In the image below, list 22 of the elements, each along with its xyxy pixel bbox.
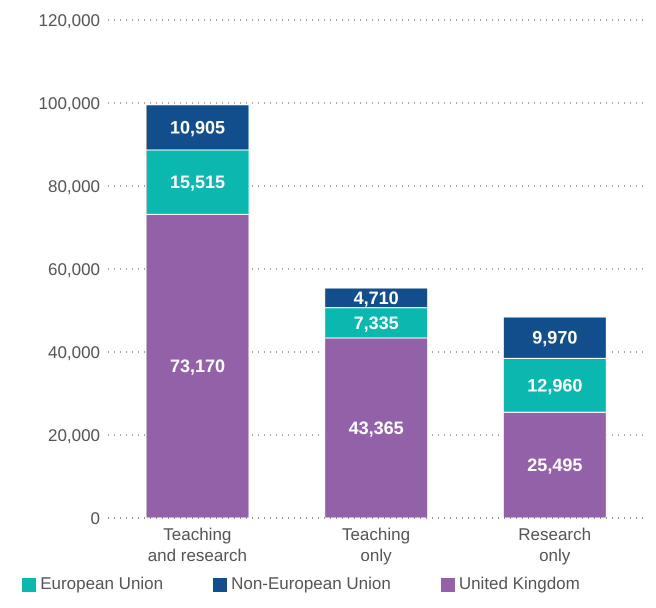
data-label: 43,365: [348, 418, 404, 438]
legend-label: United Kingdom: [458, 574, 580, 593]
y-tick-label: 60,000: [48, 260, 100, 280]
data-label: 10,905: [170, 117, 226, 138]
data-label: 4,710: [354, 288, 399, 308]
y-tick-label: 120,000: [38, 11, 100, 30]
data-label: 12,960: [527, 375, 582, 396]
legend-label: Non-European Union: [231, 574, 391, 593]
y-tick-label: 0: [90, 509, 100, 528]
y-tick-label: 40,000: [48, 343, 100, 362]
data-label: 7,335: [354, 312, 399, 333]
y-tick-label: 20,000: [48, 426, 100, 446]
data-label: 15,515: [170, 172, 226, 192]
legend-label: European Union: [40, 574, 164, 593]
data-label: 73,170: [170, 356, 226, 376]
y-tick-label: 100,000: [38, 94, 100, 114]
x-tick-label: Research only: [518, 525, 592, 565]
x-tick-label: Teaching and research: [148, 525, 247, 565]
y-tick-label: 80,000: [48, 177, 100, 196]
data-label: 25,495: [527, 455, 582, 476]
x-tick-label: Teaching only: [342, 525, 410, 565]
data-label: 9,970: [532, 328, 578, 348]
